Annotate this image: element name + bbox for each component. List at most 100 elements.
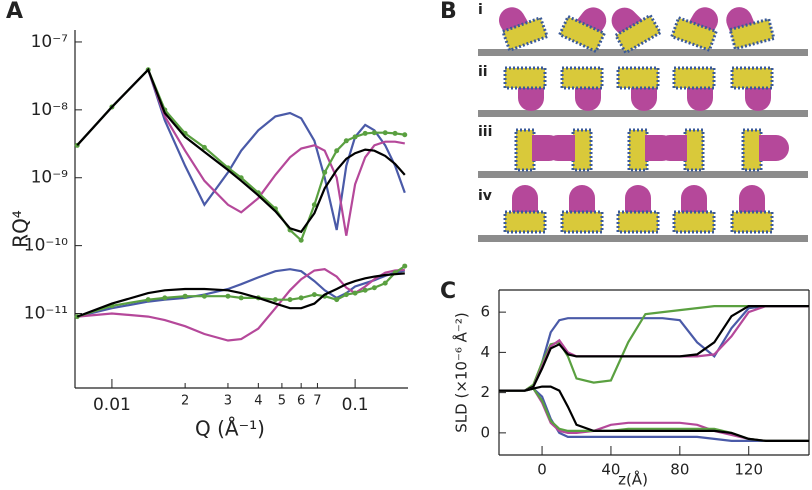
data-point: [201, 293, 207, 299]
y-tick-label: 10⁻⁸: [31, 100, 69, 120]
data-point: [287, 297, 293, 303]
x-tick-label: 6: [297, 394, 305, 409]
series-line: [499, 385, 809, 442]
lipid-core: [730, 210, 774, 234]
lipid-core: [616, 66, 660, 90]
data-point: [343, 138, 349, 144]
x-tick-label: 5: [278, 394, 286, 409]
protein-body: [759, 135, 789, 161]
substrate: [478, 110, 808, 117]
lipid-core: [557, 14, 607, 54]
lipid-core: [616, 210, 660, 234]
protein: [681, 185, 707, 215]
series-line: [77, 268, 405, 342]
series-line: [499, 305, 809, 392]
data-point: [371, 130, 377, 136]
protein-body: [739, 185, 765, 215]
y-tick-label: 0: [480, 423, 490, 441]
x-axis-label: Q (Å⁻¹): [195, 417, 265, 441]
data-point: [311, 292, 317, 298]
lipid-core: [560, 210, 604, 234]
data-point: [402, 132, 408, 138]
axes: 0.01 2 3 4 5 6 7 0.1 10⁻¹¹ 10⁻¹⁰ 10⁻⁹ 10⁻⁸ 10⁻⁷ Q (Å⁻…: [9, 30, 408, 441]
data-point: [362, 130, 368, 136]
nanodisc: [616, 210, 660, 234]
data-point: [162, 295, 168, 301]
substrate: [478, 171, 808, 178]
protein-body: [657, 135, 687, 161]
data-point: [145, 297, 151, 303]
row-label: iii: [478, 124, 492, 140]
series-line: [499, 387, 809, 442]
series-line: [76, 67, 405, 243]
data-point: [343, 292, 349, 298]
lipid-core: [672, 210, 716, 234]
x-tick-label: 2: [181, 394, 189, 409]
series-line: [499, 387, 809, 442]
row-label: i: [478, 2, 483, 18]
panel-label: A: [6, 0, 23, 24]
lipid-core: [672, 66, 716, 90]
series-line: [76, 67, 406, 234]
nanodisc: [613, 13, 663, 55]
data-point: [352, 290, 358, 296]
x-tick-label: 0.1: [342, 395, 369, 415]
y-tick-label: 10⁻¹⁰: [24, 236, 68, 256]
nanodisc: [557, 14, 607, 54]
protein-body: [681, 185, 707, 215]
lipid-core: [560, 66, 604, 90]
nanodisc: [683, 128, 705, 172]
protein: [759, 135, 789, 161]
x-tick-label: 3: [224, 394, 232, 409]
nanodisc: [669, 15, 719, 53]
y-axis-label: RQ⁴: [9, 210, 33, 248]
data-point: [382, 280, 388, 286]
lipid-core: [669, 15, 719, 53]
y-tick-label: 6: [480, 303, 490, 321]
lipid-core: [683, 128, 705, 172]
data-point: [311, 202, 317, 208]
series-line: [76, 67, 406, 231]
protein: [657, 135, 687, 161]
panel-label: B: [440, 0, 457, 24]
data-point: [334, 297, 340, 303]
x-tick-label: 80: [670, 461, 689, 479]
data-point: [238, 295, 244, 301]
lipid-core: [730, 66, 774, 90]
data-point: [225, 293, 231, 299]
y-tick-label: 2: [480, 383, 490, 401]
x-tick-label: 40: [601, 461, 620, 479]
lipid-core: [503, 210, 547, 234]
data-point: [322, 169, 328, 175]
data-point: [272, 297, 278, 303]
nanodisc: [672, 66, 716, 90]
protein-body: [512, 185, 538, 215]
x-tick-label: 0.01: [93, 395, 131, 415]
nanodisc: [730, 210, 774, 234]
nanodisc: [616, 66, 660, 90]
row-label: iv: [478, 188, 492, 204]
data-point: [201, 144, 207, 150]
series-line: [76, 67, 405, 236]
data-point: [182, 293, 188, 299]
lipid-core: [741, 128, 763, 172]
protein: [512, 185, 538, 215]
data-point: [298, 237, 304, 243]
nanodisc: [627, 128, 649, 172]
x-tick-label: 120: [734, 461, 763, 479]
series-line: [499, 305, 809, 392]
data-point: [298, 295, 304, 301]
y-tick-label: 4: [480, 343, 490, 361]
nanodisc: [672, 210, 716, 234]
data-point: [352, 134, 358, 140]
data-point: [402, 263, 408, 269]
protein: [545, 135, 575, 161]
lipid-core: [514, 128, 536, 172]
y-tick-label: 10⁻⁹: [31, 168, 69, 188]
protein: [569, 185, 595, 215]
x-tick-label: 0: [537, 461, 547, 479]
y-tick-label: 10⁻⁷: [31, 32, 69, 52]
protein-body: [569, 185, 595, 215]
protein: [739, 185, 765, 215]
x-tick-label: 7: [313, 394, 321, 409]
